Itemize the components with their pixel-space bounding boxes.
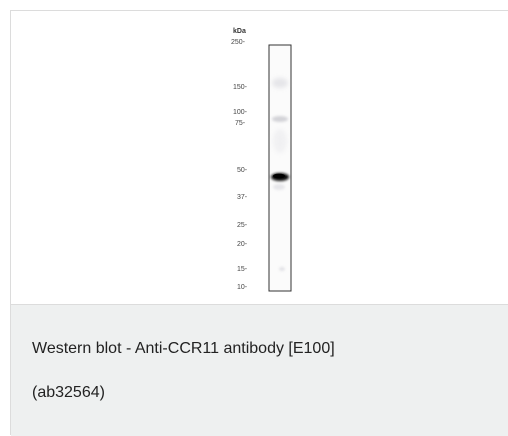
marker-label-37: 37- [237,194,248,201]
lane-frame [268,44,292,292]
marker-label-250: 250- [231,39,246,46]
western-blot-image[interactable]: kDa 250- 150- 100- 75- 50- 37- 25- 20- 1… [11,11,508,303]
marker-label-50: 50- [237,167,248,174]
marker-label-10: 10- [237,284,248,291]
faint-band-mid [272,116,288,122]
marker-label-150: 150- [233,84,248,91]
faint-spot-bottom [279,267,285,271]
marker-label-20: 20- [237,241,248,248]
caption-title: Western blot - Anti-CCR11 antibody [E100… [32,340,335,357]
unit-label: kDa [233,28,246,35]
faint-band-high [272,78,288,88]
marker-label-100: 100- [233,109,248,116]
marker-label-75: 75- [235,120,246,127]
caption-product-code: (ab32564) [32,384,105,401]
marker-label-15: 15- [237,266,248,273]
marker-label-25: 25- [237,222,248,229]
caption-panel: Western blot - Anti-CCR11 antibody [E100… [11,304,508,436]
background-smear [273,129,287,153]
main-band-core [273,173,285,179]
western-blot-svg: kDa 250- 150- 100- 75- 50- 37- 25- 20- 1… [231,28,292,292]
faint-band-low [273,184,285,190]
figure-card: kDa 250- 150- 100- 75- 50- 37- 25- 20- 1… [10,10,508,436]
